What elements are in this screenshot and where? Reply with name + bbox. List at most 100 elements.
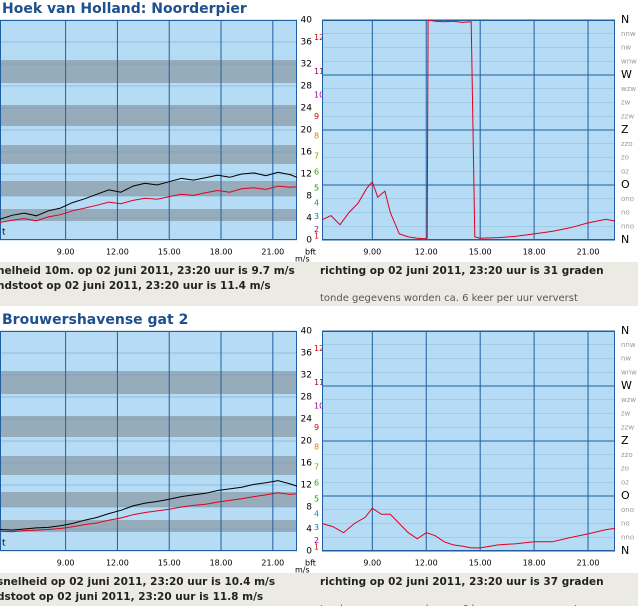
- direction-label: no: [621, 520, 630, 528]
- direction-label: W: [621, 379, 632, 392]
- direction-label: oz: [621, 167, 629, 175]
- direction-label: O: [621, 178, 630, 191]
- y-tick-label: 4: [306, 525, 312, 535]
- direction-label: Z: [621, 434, 629, 447]
- bft-band: [0, 60, 297, 83]
- direction-label: N: [621, 544, 629, 557]
- plot-border: [0, 331, 297, 551]
- direction-label: O: [621, 489, 630, 502]
- x-tick-label: 9.00: [57, 559, 75, 568]
- bft-label: 3: [314, 212, 319, 221]
- direction-label: ono: [621, 195, 634, 203]
- bft-band: [0, 416, 297, 437]
- x-tick-label: 15.00: [469, 248, 492, 257]
- y-tick-label: 28: [301, 393, 313, 403]
- bft-unit: bft: [305, 248, 316, 257]
- x-tick-label: 9.00: [363, 248, 381, 257]
- bft-label: 4: [314, 510, 319, 519]
- x-tick-label: 21.00: [261, 248, 284, 257]
- direction-label: Z: [621, 123, 629, 136]
- direction-label: ono: [621, 506, 634, 514]
- x-tick-label: 12.00: [415, 248, 438, 257]
- direction-label: zzw: [621, 112, 634, 120]
- y-tick-label: 36: [301, 38, 313, 48]
- x-tick-label: 9.00: [57, 248, 75, 257]
- direction-line: [321, 19, 616, 240]
- caption: dstoot op 02 juni 2011, 23:20 uur is 11.…: [0, 591, 263, 603]
- y-tick-label: 8: [306, 503, 312, 513]
- direction-label: zw: [621, 99, 631, 107]
- direction-label: zzo: [621, 451, 633, 459]
- y-tick-label: 32: [301, 371, 312, 381]
- bft-band: [0, 181, 297, 196]
- bft-label: 6: [314, 167, 319, 176]
- y-tick-label: 0: [306, 236, 312, 246]
- bft-label: 10: [314, 90, 324, 99]
- y-tick-label: 24: [301, 415, 313, 425]
- caption: richting op 02 juni 2011, 23:20 uur is 3…: [320, 576, 604, 588]
- bft-label: 12: [314, 33, 324, 42]
- bft-label: 8: [314, 132, 319, 141]
- caption: snelheid op 02 juni 2011, 23:20 uur is 1…: [0, 576, 275, 588]
- direction-label: oz: [621, 478, 629, 486]
- footnote: tonde gegevens worden ca. 6 keer per uur…: [320, 604, 578, 606]
- caption-band: [0, 573, 638, 606]
- bft-label: 1: [314, 232, 319, 241]
- bft-band: [0, 145, 297, 164]
- direction-label: wzw: [621, 396, 636, 404]
- x-tick-label: 18.00: [210, 559, 233, 568]
- bft-band: [0, 520, 297, 532]
- bft-band: [0, 456, 297, 475]
- direction-label: W: [621, 68, 632, 81]
- x-tick-label: 12.00: [415, 559, 438, 568]
- bft-unit: bft: [305, 559, 316, 568]
- bft-band: [0, 371, 297, 394]
- bft-label: 2: [314, 225, 319, 234]
- y-tick-label: 28: [301, 82, 313, 92]
- bft-label: 11: [314, 67, 324, 76]
- bft-label: 4: [314, 199, 319, 208]
- bft-label: 3: [314, 523, 319, 532]
- direction-label: nw: [621, 44, 631, 52]
- plot-border: [322, 20, 615, 240]
- x-tick-label: 18.00: [523, 248, 546, 257]
- bft-band: [0, 492, 297, 507]
- bft-label: 10: [314, 401, 324, 410]
- x-tick-label: 12.00: [106, 559, 129, 568]
- x-tick-label: 9.00: [363, 559, 381, 568]
- start-label: t: [2, 228, 6, 238]
- x-tick-label: 18.00: [523, 559, 546, 568]
- direction-line: [321, 507, 616, 549]
- bft-label: 9: [314, 112, 319, 121]
- bft-label: 5: [314, 183, 319, 192]
- x-tick-label: 21.00: [261, 559, 284, 568]
- bft-label: 11: [314, 378, 324, 387]
- bft-label: 8: [314, 443, 319, 452]
- x-tick-label: 18.00: [210, 248, 233, 257]
- direction-label: zzw: [621, 423, 634, 431]
- direction-label: N: [621, 324, 629, 337]
- y-unit: m/s: [295, 566, 310, 575]
- direction-label: N: [621, 233, 629, 246]
- y-tick-label: 16: [301, 459, 313, 469]
- direction-label: wnw: [621, 368, 637, 376]
- y-tick-label: 4: [306, 214, 312, 224]
- direction-label: zw: [621, 410, 631, 418]
- x-tick-label: 15.00: [158, 248, 181, 257]
- y-tick-label: 40: [301, 16, 313, 26]
- caption-band: [0, 262, 638, 306]
- x-tick-label: 15.00: [469, 559, 492, 568]
- caption: ndstoot op 02 juni 2011, 23:20 uur is 11…: [0, 280, 271, 292]
- caption: nelheid 10m. op 02 juni 2011, 23:20 uur …: [0, 265, 295, 277]
- bft-label: 12: [314, 344, 324, 353]
- direction-label: zzo: [621, 140, 633, 148]
- bft-band: [0, 105, 297, 126]
- bft-label: 6: [314, 478, 319, 487]
- section-title: Hoek van Holland: Noorderpier: [2, 1, 247, 17]
- bft-label: 7: [314, 462, 319, 471]
- y-tick-label: 20: [301, 437, 313, 447]
- bft-label: 1: [314, 543, 319, 552]
- direction-label: no: [621, 209, 630, 217]
- direction-label: N: [621, 13, 629, 26]
